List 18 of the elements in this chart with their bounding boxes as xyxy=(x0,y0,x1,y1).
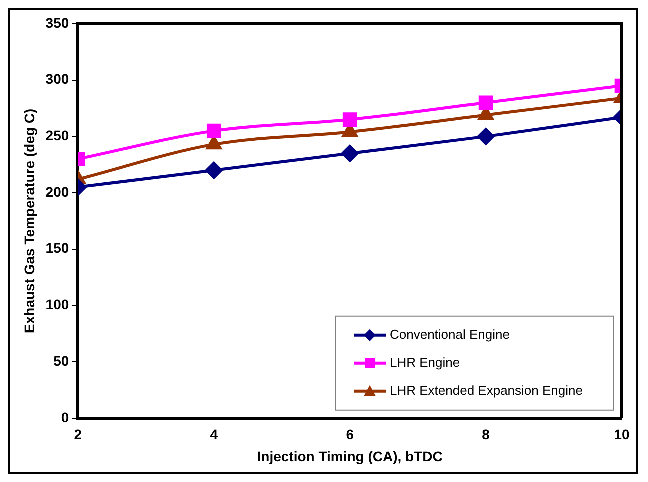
y-tick-label: 350 xyxy=(46,14,70,31)
y-tick-label: 200 xyxy=(46,184,70,200)
y-axis-title: Exhaust Gas Temperature (deg C) xyxy=(21,108,38,334)
y-tick-label: 250 xyxy=(46,128,70,144)
legend-label: Conventional Engine xyxy=(390,326,510,342)
y-tick-label: 150 xyxy=(46,240,70,256)
x-tick-label: 4 xyxy=(210,426,218,443)
legend-label: LHR Engine xyxy=(390,354,460,370)
x-tick-label: 6 xyxy=(346,426,354,443)
x-tick-label: 2 xyxy=(74,426,82,443)
x-tick-label: 10 xyxy=(614,426,630,443)
y-tick-label: 50 xyxy=(54,352,70,369)
x-axis-title: Injection Timing (CA), bTDC xyxy=(257,448,443,464)
y-tick-label: 100 xyxy=(46,296,70,313)
y-tick-label: 0 xyxy=(61,409,70,426)
x-tick-label: 8 xyxy=(482,426,490,443)
legend-label: LHR Extended Expansion Engine xyxy=(390,382,583,398)
y-tick-label: 300 xyxy=(46,71,70,88)
